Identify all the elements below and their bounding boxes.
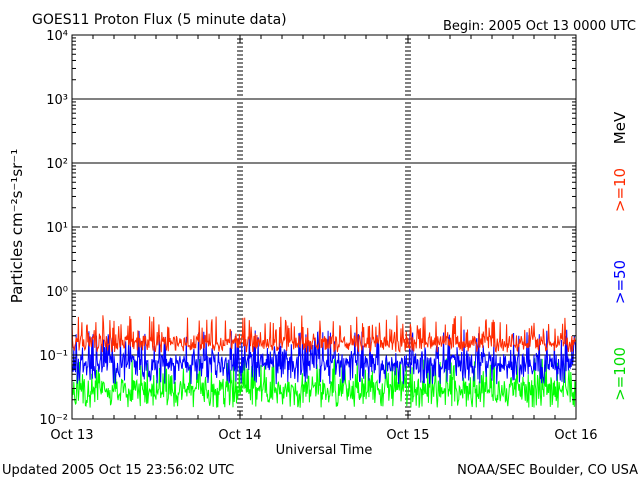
y-tick-label: 10⁰ — [46, 285, 68, 300]
y-axis-label: Particles cm⁻²s⁻¹sr⁻¹ — [8, 149, 26, 303]
series-line-gte100 — [71, 357, 577, 408]
y-tick-labels: 10⁻² 10⁻¹ 10⁰ 10¹ 10² 10³ 10⁴ — [39, 29, 68, 428]
plot-series — [71, 315, 577, 408]
chart-title: GOES11 Proton Flux (5 minute data) — [32, 12, 287, 28]
plot-ticks — [71, 35, 577, 420]
y-tick-label: 10⁴ — [46, 29, 68, 44]
y-tick-label: 10³ — [46, 93, 68, 108]
legend-series-10: >=10 — [611, 168, 629, 212]
y-tick-label: 10² — [46, 157, 68, 172]
y-tick-label: 10¹ — [46, 221, 68, 236]
x-tick-labels: Oct 13 Oct 14 Oct 15 Oct 16 — [50, 428, 597, 443]
updated-text: Updated 2005 Oct 15 23:56:02 UTC — [2, 463, 234, 478]
legend-unit: MeV — [611, 111, 629, 144]
legend-series-100: >=100 — [611, 347, 629, 401]
series-line-gte10 — [71, 315, 577, 354]
credit-text: NOAA/SEC Boulder, CO USA — [457, 463, 638, 478]
legend-series-50: >=50 — [611, 260, 629, 304]
x-tick-label: Oct 15 — [386, 428, 429, 443]
begin-time: Begin: 2005 Oct 13 0000 UTC — [443, 19, 636, 34]
y-tick-label: 10⁻² — [39, 413, 68, 428]
x-axis-label: Universal Time — [276, 443, 373, 458]
x-tick-label: Oct 14 — [218, 428, 261, 443]
series-line-gte50 — [71, 329, 577, 385]
x-tick-label: Oct 16 — [554, 428, 597, 443]
x-tick-label: Oct 13 — [50, 428, 93, 443]
y-tick-label: 10⁻¹ — [39, 349, 68, 364]
